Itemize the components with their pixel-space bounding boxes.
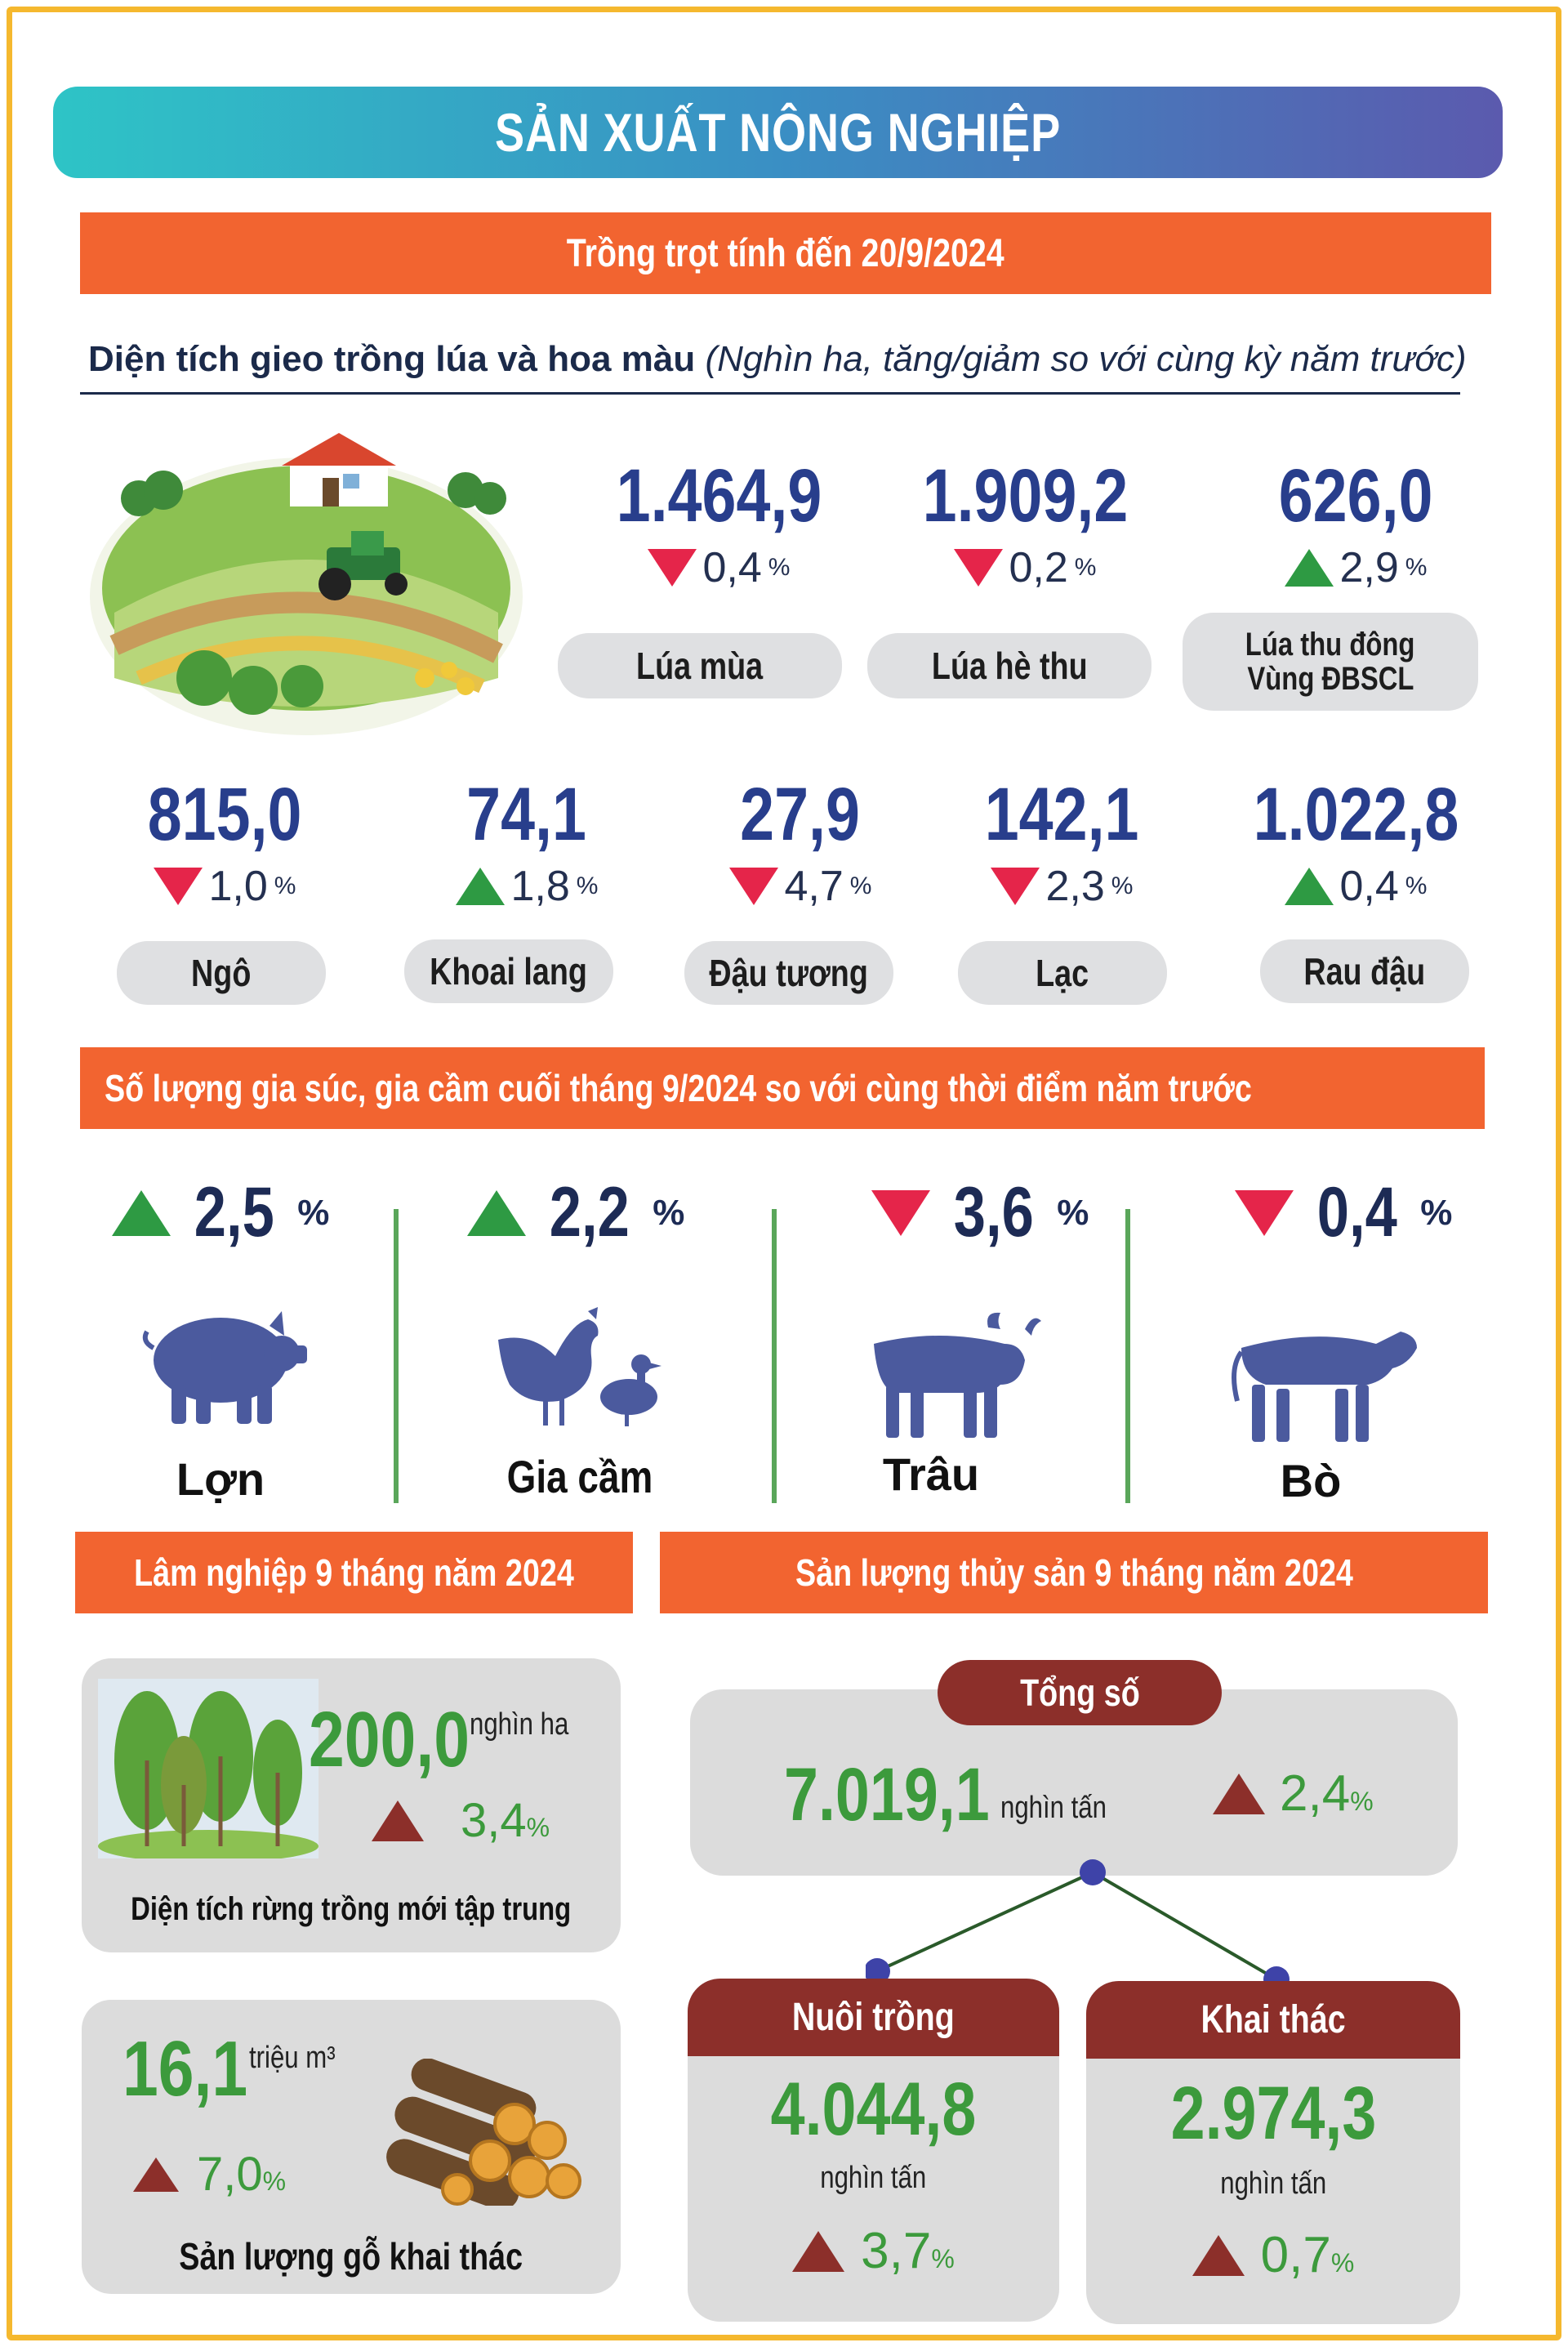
livestock-label-gia-cam: Gia cầm	[506, 1451, 653, 1502]
fishery-total-unit: nghìn tấn	[1000, 1791, 1107, 1825]
livestock-divider	[772, 1209, 777, 1503]
fishery-connector	[866, 1859, 1290, 1985]
down-arrow-icon	[647, 549, 697, 587]
rice-label-lua-he-thu: Lúa hè thu	[867, 633, 1152, 698]
livestock-item-bo: 0,4%	[1180, 1172, 1507, 1253]
fishery-total-change: 2,4%	[1213, 1765, 1374, 1823]
crop-label-rau-dau: Rau đậu	[1260, 939, 1469, 1003]
capture-label: Khai thác	[1086, 1981, 1460, 2059]
livestock-label-bo: Bò	[1280, 1455, 1342, 1506]
livestock-label-lon: Lợn	[176, 1453, 265, 1505]
timber-label: Sản lượng gỗ khai thác	[179, 2235, 523, 2278]
up-arrow-icon	[1213, 1773, 1265, 1814]
rice-value: 626,0	[1278, 454, 1433, 538]
rice-item-lua-mua: 1.464,9 0,4%	[616, 454, 822, 591]
crop-value: 142,1	[984, 773, 1139, 856]
livestock-item-lon: 2,5%	[57, 1172, 384, 1253]
fishery-total-label: Tổng số	[938, 1660, 1222, 1725]
crop-label-lac: Lạc	[958, 941, 1167, 1005]
aquaculture-label: Nuôi trồng	[688, 1979, 1059, 2056]
up-arrow-icon	[372, 1800, 424, 1841]
rice-label-lua-thu-dong: Lúa thu đông Vùng ĐBSCL	[1183, 613, 1478, 711]
fishery-total-value-wrap: 7.019,1	[784, 1752, 1035, 1838]
forest-trees-icon	[98, 1679, 318, 1863]
aquaculture-value: 4.044,8	[770, 2068, 977, 2151]
up-arrow-icon	[1284, 549, 1334, 587]
livestock-label-trau: Trâu	[882, 1448, 980, 1500]
up-arrow-icon	[1192, 2234, 1245, 2276]
capture-value: 2.974,3	[1170, 2072, 1376, 2155]
forestry-section-header: Lâm nghiệp 9 tháng năm 2024	[75, 1532, 633, 1613]
subtitle-underline	[80, 392, 1460, 395]
up-arrow-icon	[133, 2157, 179, 2192]
rice-label-lua-mua: Lúa mùa	[558, 633, 842, 698]
aquaculture-value-wrap: 4.044,8	[688, 2067, 1059, 2153]
crop-item-dau-tuong: 27,9 4,7%	[653, 772, 947, 911]
forest-change: 3,4%	[372, 1793, 550, 1848]
crop-item-lac: 142,1 2,3%	[984, 773, 1139, 910]
aquaculture-unit: nghìn tấn	[820, 2161, 927, 2195]
crop-item-rau-dau: 1.022,8 0,4%	[1253, 773, 1459, 910]
cow-icon	[1229, 1315, 1425, 1446]
livestock-divider	[1125, 1209, 1130, 1503]
down-arrow-icon	[728, 868, 778, 905]
fishery-section-header: Sản lượng thủy sản 9 tháng năm 2024	[660, 1532, 1488, 1613]
log-pile-icon	[384, 2058, 588, 2211]
rice-value: 1.464,9	[616, 454, 822, 538]
livestock-item-trau: 3,6%	[817, 1172, 1143, 1253]
livestock-section-header: Số lượng gia súc, gia cầm cuối tháng 9/2…	[80, 1047, 1485, 1129]
rice-item-lua-thu-dong: 626,0 2,9%	[1278, 454, 1433, 591]
timber-value: 16,1	[122, 2025, 248, 2113]
forest-value: 200,0	[309, 1696, 470, 1783]
crop-value: 815,0	[147, 773, 302, 856]
timber-value-group: 16,1	[122, 2024, 275, 2114]
livestock-item-gia-cam: 2,2%	[412, 1172, 739, 1253]
crop-value: 27,9	[740, 773, 861, 856]
aquaculture-change: 3,7%	[688, 2222, 1059, 2280]
up-arrow-icon	[466, 1189, 526, 1236]
down-arrow-icon	[871, 1189, 930, 1236]
timber-unit: triệu m³	[249, 2041, 336, 2075]
rice-value: 1.909,2	[922, 454, 1128, 538]
main-title-banner: SẢN XUẤT NÔNG NGHIỆP	[53, 87, 1503, 178]
capture-card: Khai thác	[1086, 1981, 1460, 2324]
forest-label: Diện tích rừng trồng mới tập trung	[131, 1891, 572, 1927]
pig-icon	[139, 1303, 310, 1426]
poultry-icon	[490, 1307, 670, 1430]
capture-value-wrap: 2.974,3	[1086, 2071, 1460, 2157]
page-title: SẢN XUẤT NÔNG NGHIỆP	[495, 102, 1061, 163]
rice-item-lua-he-thu: 1.909,2 0,2%	[922, 454, 1128, 591]
fishery-total-value: 7.019,1	[784, 1753, 990, 1836]
page-border	[7, 7, 1561, 2340]
aquaculture-card: Nuôi trồng	[688, 1979, 1059, 2322]
crop-subtitle: Diện tích gieo trồng lúa và hoa màu (Ngh…	[88, 339, 1467, 379]
crop-value: 74,1	[466, 773, 587, 856]
crop-section-header: Trồng trọt tính đến 20/9/2024	[80, 212, 1491, 294]
timber-change: 7,0%	[133, 2147, 286, 2202]
up-arrow-icon	[455, 868, 505, 905]
capture-change: 0,7%	[1086, 2226, 1460, 2284]
down-arrow-icon	[953, 549, 1003, 587]
up-arrow-icon	[111, 1189, 171, 1236]
forest-unit: nghìn ha	[470, 1707, 569, 1742]
up-arrow-icon	[792, 2230, 845, 2272]
buffalo-icon	[866, 1311, 1045, 1442]
crop-item-ngo: 815,0 1,0%	[147, 773, 302, 910]
livestock-divider	[394, 1209, 399, 1503]
crop-label-khoai-lang: Khoai lang	[404, 939, 613, 1003]
crop-label-ngo: Ngô	[117, 941, 326, 1005]
crop-label-dau-tuong: Đậu tương	[684, 941, 893, 1005]
forest-value-group: 200,0	[309, 1695, 505, 1785]
crop-value: 1.022,8	[1253, 773, 1459, 856]
up-arrow-icon	[1284, 868, 1334, 905]
down-arrow-icon	[990, 868, 1040, 905]
down-arrow-icon	[1234, 1189, 1294, 1236]
capture-unit: nghìn tấn	[1220, 2166, 1326, 2201]
crop-item-khoai-lang: 74,1 1,8%	[380, 772, 674, 911]
farm-illustration	[82, 408, 535, 743]
down-arrow-icon	[153, 868, 203, 905]
